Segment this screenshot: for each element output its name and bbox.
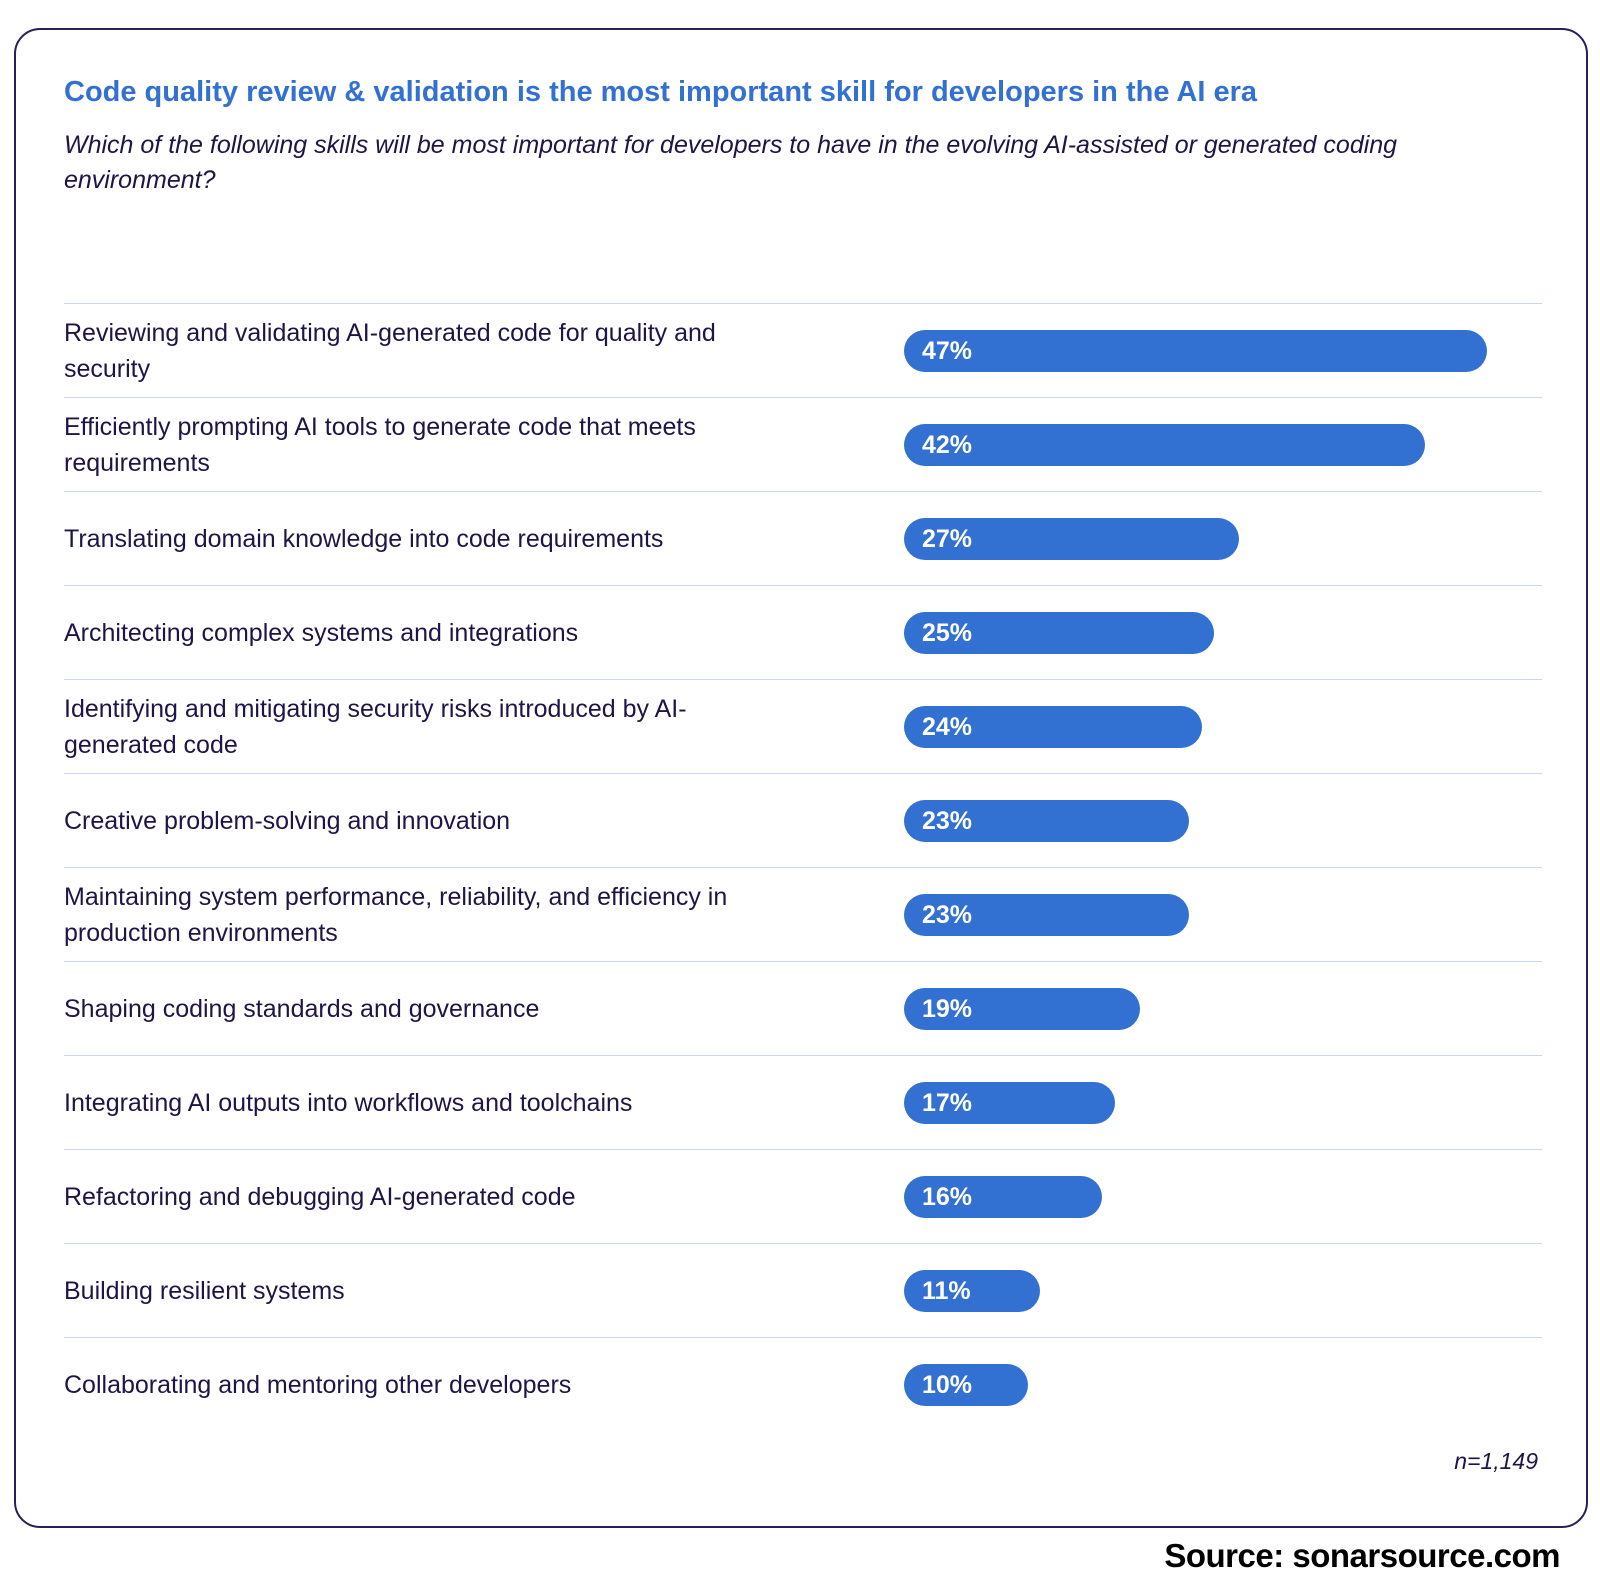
- bar-track: 10%: [904, 1363, 1524, 1406]
- category-label: Integrating AI outputs into workflows an…: [64, 1088, 633, 1117]
- bar-track: 47%: [904, 329, 1524, 372]
- bar-row: Integrating AI outputs into workflows an…: [64, 1055, 1542, 1149]
- bar-row: Maintaining system performance, reliabil…: [64, 867, 1542, 961]
- bar-row: Identifying and mitigating security risk…: [64, 679, 1542, 773]
- bar: 27%: [904, 517, 1239, 560]
- chart-subtitle: Which of the following skills will be mo…: [64, 131, 1398, 194]
- sample-size-note: n=1,149: [1454, 1448, 1538, 1474]
- bar-track: 16%: [904, 1175, 1524, 1218]
- bar-value-label: 25%: [922, 618, 973, 647]
- category-label: Identifying and mitigating security risk…: [64, 694, 687, 759]
- bar-row: Reviewing and validating AI-generated co…: [64, 303, 1542, 397]
- bar-row: Refactoring and debugging AI-generated c…: [64, 1149, 1542, 1243]
- bar-track: 42%: [904, 423, 1524, 466]
- category-label: Building resilient systems: [64, 1276, 345, 1305]
- category-label: Architecting complex systems and integra…: [64, 618, 579, 647]
- bar-value-label: 17%: [922, 1088, 973, 1117]
- bar-track: 11%: [904, 1269, 1524, 1312]
- category-label: Collaborating and mentoring other develo…: [64, 1370, 572, 1399]
- bar: 10%: [904, 1363, 1028, 1406]
- bar: 42%: [904, 423, 1425, 466]
- bar-value-label: 47%: [922, 336, 973, 365]
- bar: 23%: [904, 893, 1190, 936]
- chart-card: Code quality review & validation is the …: [14, 28, 1588, 1528]
- bar-row: Creative problem-solving and innovation 2…: [64, 773, 1542, 867]
- category-label: Creative problem-solving and innovation: [64, 806, 511, 835]
- category-label: Translating domain knowledge into code r…: [64, 524, 664, 553]
- bar: 17%: [904, 1081, 1115, 1124]
- bar: 47%: [904, 329, 1487, 372]
- bar-value-label: 27%: [922, 524, 973, 553]
- category-label: Maintaining system performance, reliabil…: [64, 882, 728, 947]
- bar-track: 19%: [904, 987, 1524, 1030]
- bar-value-label: 11%: [922, 1276, 971, 1305]
- bar: 11%: [904, 1269, 1041, 1312]
- bar-row: Collaborating and mentoring other develo…: [64, 1337, 1542, 1431]
- bar-track: 27%: [904, 517, 1524, 560]
- bar-row: Building resilient systems 11%: [64, 1243, 1542, 1337]
- bar: 25%: [904, 611, 1214, 654]
- bar-value-label: 42%: [922, 430, 973, 459]
- bar: 16%: [904, 1175, 1103, 1218]
- bar-value-label: 24%: [922, 712, 973, 741]
- bar-row: Translating domain knowledge into code r…: [64, 491, 1542, 585]
- bar-track: 23%: [904, 893, 1524, 936]
- bar: 24%: [904, 705, 1202, 748]
- bar: 19%: [904, 987, 1140, 1030]
- bar-row: Efficiently prompting AI tools to genera…: [64, 397, 1542, 491]
- bar-row: Architecting complex systems and integra…: [64, 585, 1542, 679]
- category-label: Shaping coding standards and governance: [64, 994, 540, 1023]
- bar-row: Shaping coding standards and governance 1…: [64, 961, 1542, 1055]
- bar-track: 23%: [904, 799, 1524, 842]
- bar-value-label: 16%: [922, 1182, 973, 1211]
- category-label: Efficiently prompting AI tools to genera…: [64, 412, 696, 477]
- bar-value-label: 23%: [922, 900, 973, 929]
- bar-track: 25%: [904, 611, 1524, 654]
- bar-track: 24%: [904, 705, 1524, 748]
- bar-value-label: 19%: [922, 994, 973, 1023]
- category-label: Reviewing and validating AI-generated co…: [64, 318, 716, 383]
- chart-title: Code quality review & validation is the …: [64, 76, 1258, 108]
- bar-rows: Reviewing and validating AI-generated co…: [64, 303, 1542, 1431]
- bar-value-label: 23%: [922, 806, 973, 835]
- bar-track: 17%: [904, 1081, 1524, 1124]
- category-label: Refactoring and debugging AI-generated c…: [64, 1182, 576, 1211]
- source-credit: Source: sonarsource.com: [1164, 1537, 1560, 1574]
- bar-value-label: 10%: [922, 1370, 973, 1399]
- bar: 23%: [904, 799, 1190, 842]
